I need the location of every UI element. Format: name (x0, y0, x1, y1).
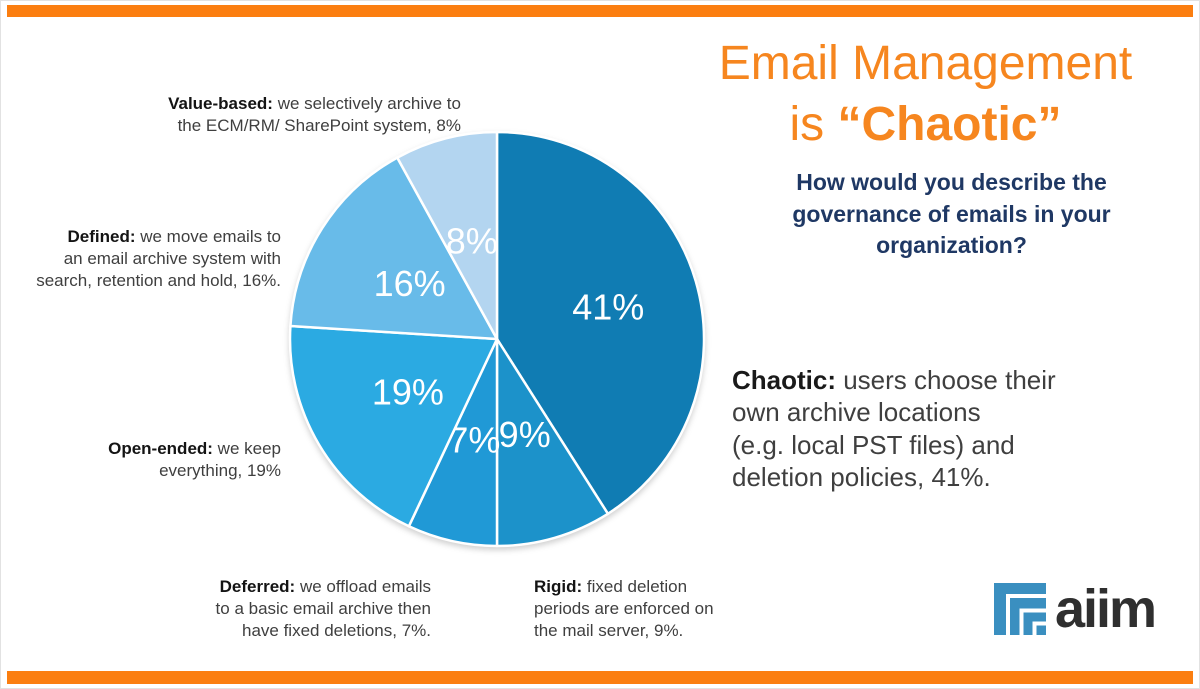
bottom-accent-bar (7, 671, 1193, 684)
callout-open-ended-text: we keep everything, 19% (159, 439, 281, 480)
pie-label-value-based: 8% (446, 220, 498, 261)
aiim-logo: aiim (994, 578, 1157, 639)
callout-deferred: Deferred: we offload emails to a basic e… (216, 554, 431, 642)
callout-value-based-term: Value-based: (168, 94, 273, 113)
pie-label-rigid: 9% (499, 414, 551, 455)
callout-defined-text: we move emails to an email archive syste… (36, 227, 281, 290)
page-title-line1: Email Management (718, 37, 1133, 90)
pie-chart: 41%9%7%19%16%8% (288, 130, 706, 548)
pie-label-defined: 16% (374, 263, 446, 304)
pie-label-chaotic: 41% (572, 286, 644, 327)
callout-deferred-text: we offload emails to a basic email archi… (215, 577, 431, 640)
page-title-emphasis: “Chaotic” (837, 98, 1062, 152)
aiim-logo-text: aiim (1055, 578, 1157, 639)
callout-defined-term: Defined: (67, 227, 136, 246)
callout-open-ended-term: Open-ended: (108, 439, 213, 458)
pie-label-open-ended: 19% (372, 371, 444, 412)
highlight-chaotic-text: users choose their own archive locations… (732, 365, 1056, 492)
pie-slice-defined (289, 156, 499, 341)
highlight-chaotic-term: Chaotic: (732, 365, 836, 396)
callout-rigid-text: fixed deletion periods are enforced on t… (534, 577, 714, 640)
survey-question: How would you describe the governance of… (792, 169, 1111, 259)
pie-slice-rigid (495, 337, 610, 548)
pie-slice-value-based (396, 130, 499, 341)
aiim-nested-squares-icon (994, 583, 1046, 635)
page-title-line2: is “Chaotic” (789, 98, 1062, 152)
pie-slice-open-ended (288, 324, 499, 528)
callout-rigid: Rigid: fixed deletion periods are enforc… (534, 554, 714, 642)
callout-deferred-term: Deferred: (219, 577, 296, 596)
page-title: Email Management is “Chaotic” (653, 33, 1198, 156)
callout-open-ended: Open-ended: we keep everything, 19% (108, 416, 281, 482)
callout-value-based: Value-based: we selectively archive to t… (168, 71, 461, 137)
callout-rigid-term: Rigid: (534, 577, 583, 596)
callout-value-based-text: we selectively archive to the ECM/RM/ Sh… (177, 94, 461, 135)
highlight-chaotic: Chaotic: users choose their own archive … (732, 332, 1142, 493)
top-accent-bar (7, 5, 1193, 17)
callout-defined: Defined: we move emails to an email arch… (36, 204, 281, 292)
